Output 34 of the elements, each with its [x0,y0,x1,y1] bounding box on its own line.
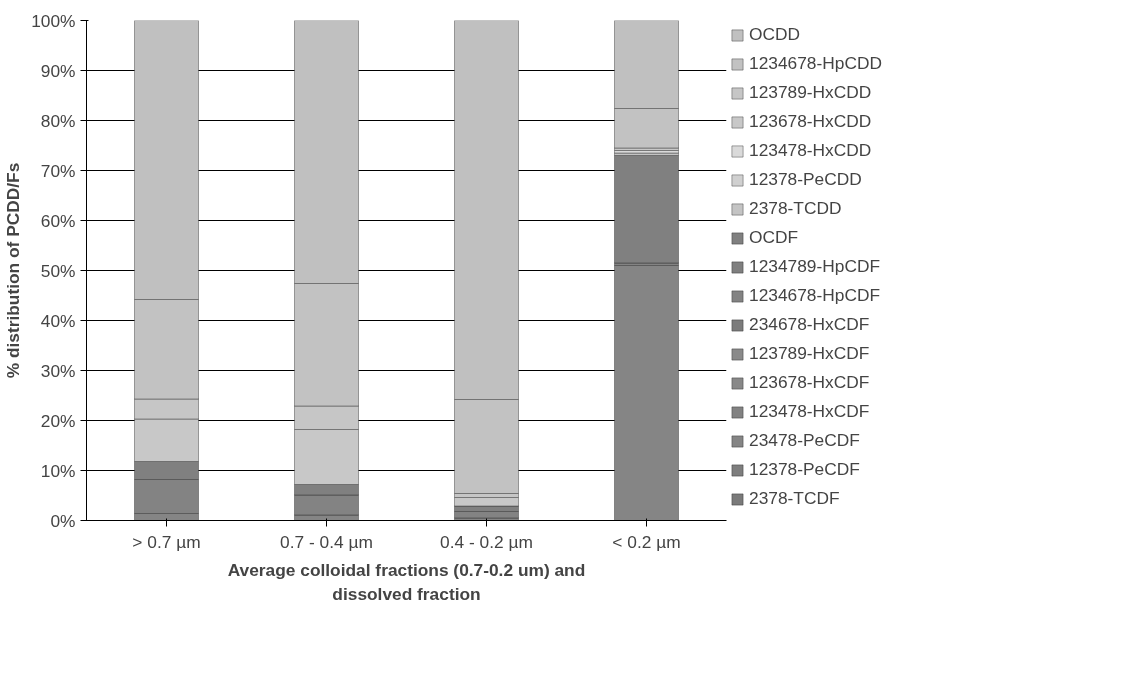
legend-label: OCDF [749,227,799,248]
y-tick-label: 50% [40,260,76,281]
legend-label: 123789-HxCDF [749,343,870,364]
legend-label: 234678-HxCDF [749,314,870,335]
x-tick-label: 0.7 - 0.4 µm [280,531,373,552]
x-tick-label: > 0.7 µm [132,531,201,552]
y-axis-title: % distribution of PCDD/Fs [3,162,24,379]
legend-label: 2378-TCDD [749,198,842,219]
y-tick-label: 80% [40,110,76,131]
y-tick-label: 10% [40,460,76,481]
legend-label: 2378-TCDF [749,488,840,509]
legend-label: OCDD [749,24,801,45]
legend-label: 123478-HxCDF [749,401,870,422]
y-tick-label: 100% [31,10,76,31]
y-tick-label: 0% [50,510,76,531]
legend-label: 1234678-HpCDD [749,53,882,74]
legend-label: 1234789-HpCDF [749,256,880,277]
y-tick-label: 90% [40,60,76,81]
x-tick-label: < 0.2 µm [612,531,681,552]
legend-label: 123678-HxCDF [749,372,870,393]
legend-label: 123678-HxCDD [749,111,872,132]
y-tick-label: 70% [40,160,76,181]
y-tick-label: 60% [40,210,76,231]
legend-label: 123789-HxCDD [749,82,872,103]
y-tick-label: 30% [40,360,76,381]
x-tick-label: 0.4 - 0.2 µm [440,531,533,552]
legend-label: 12378-PeCDD [749,169,862,190]
y-tick-label: 40% [40,310,76,331]
y-tick-label: 20% [40,410,76,431]
legend-label: 23478-PeCDF [749,430,860,451]
legend-label: 1234678-HpCDF [749,285,880,306]
legend-label: 12378-PeCDF [749,459,860,480]
legend-label: 123478-HxCDD [749,140,872,161]
x-axis-title: Average colloidal fractions (0.7-0.2 um) and dissolved fraction [227,559,586,604]
